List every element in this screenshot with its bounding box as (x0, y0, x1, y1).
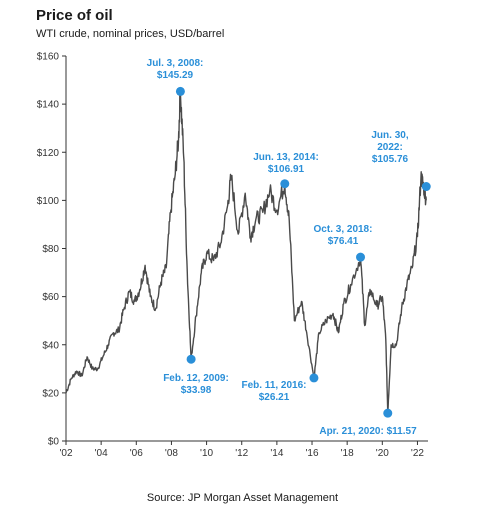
x-tick-label: '12 (235, 448, 248, 459)
annotation-marker (175, 86, 185, 96)
annotation-label: Feb. 11, 2016: (241, 380, 306, 391)
annotation-marker (383, 408, 393, 418)
y-tick-label: $160 (37, 52, 60, 63)
y-tick-label: $100 (37, 196, 60, 207)
y-tick-label: $0 (48, 437, 60, 448)
source-note: Source: JP Morgan Asset Management (146, 492, 339, 504)
annotation-label: $76.41 (328, 236, 359, 247)
chart-subtitle: WTI crude, nominal prices, USD/barrel (36, 28, 225, 40)
annotation-label: Jul. 3, 2008: (147, 58, 204, 69)
annotation-label: 2022: (377, 142, 403, 153)
x-tick-label: '10 (200, 448, 213, 459)
annotation-marker (280, 179, 290, 189)
y-tick-label: $120 (37, 148, 60, 159)
annotation-label: $105.76 (372, 154, 409, 165)
annotation-label: Jun. 13, 2014: (253, 152, 319, 163)
x-tick-label: '20 (376, 448, 389, 459)
annotation-label: Apr. 21, 2020: $11.57 (319, 426, 417, 437)
x-tick-label: '16 (305, 448, 318, 459)
y-tick-label: $40 (42, 340, 59, 351)
annotation-marker (356, 252, 366, 262)
annotation-label: Feb. 12, 2009: (163, 373, 229, 384)
y-tick-label: $80 (42, 244, 59, 255)
x-tick-label: '08 (165, 448, 178, 459)
annotation-label: Jun. 30, (371, 130, 408, 141)
x-tick-label: '04 (95, 448, 108, 459)
annotation-label: $26.21 (259, 392, 290, 403)
x-tick-label: '14 (270, 448, 283, 459)
annotation-marker (186, 354, 196, 364)
annotation-label: $106.91 (268, 164, 305, 175)
y-tick-label: $60 (42, 292, 59, 303)
annotation-label: Oct. 3, 2018: (314, 224, 373, 235)
x-tick-label: '22 (411, 448, 424, 459)
annotation-label: $145.29 (157, 70, 194, 81)
x-tick-label: '18 (341, 448, 354, 459)
y-tick-label: $20 (42, 388, 59, 399)
x-tick-label: '02 (59, 448, 72, 459)
chart-title: Price of oil (36, 7, 113, 24)
x-tick-label: '06 (130, 448, 143, 459)
annotation-label: $33.98 (181, 385, 212, 396)
y-tick-label: $140 (37, 100, 60, 111)
annotation-marker (421, 182, 431, 192)
annotation-marker (309, 373, 319, 383)
wti-price-line (65, 90, 427, 414)
